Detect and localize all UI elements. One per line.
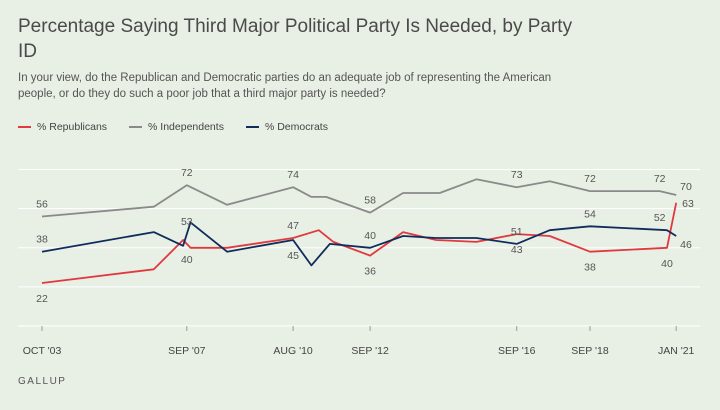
x-tick-label: JAN '21 — [658, 345, 695, 357]
chart-subtitle: In your view, do the Republican and Demo… — [18, 72, 552, 100]
series-line-democrats — [41, 221, 677, 267]
data-label-republicans: 63 — [682, 198, 694, 210]
data-label-independents: 72 — [181, 167, 193, 179]
data-label-republicans: 43 — [511, 244, 523, 256]
data-label-republicans: 36 — [364, 266, 376, 278]
x-axis-ticks: OCT '03 SEP '07 AUG '10 SEP '12 SEP '16 SEP '… — [23, 326, 695, 357]
data-label-republicans: 22 — [36, 293, 48, 305]
legend-label-democrats: % Democrats — [264, 121, 328, 133]
x-tick-label: AUG '10 — [273, 345, 313, 357]
legend-item-independents: % Independents — [129, 121, 224, 133]
data-label-independents: 70 — [680, 181, 692, 193]
legend-item-democrats: % Democrats — [245, 121, 328, 133]
chart-grid — [18, 169, 700, 327]
data-label-democrats: 53 — [181, 216, 193, 228]
chart-title: Percentage Saying Third Major Political … — [18, 16, 573, 62]
data-label-independents: 56 — [36, 198, 48, 210]
data-label-republicans: 40 — [661, 258, 673, 270]
data-label-democrats: 51 — [511, 226, 523, 238]
data-label-democrats: 40 — [364, 230, 376, 242]
source-label: GALLUP — [18, 376, 67, 387]
data-label-democrats: 46 — [680, 239, 692, 251]
data-label-democrats: 52 — [654, 212, 666, 224]
legend-swatch-independents — [129, 126, 143, 128]
data-label-republicans: 38 — [584, 262, 596, 274]
series-line-republicans — [41, 202, 678, 284]
x-tick-label: OCT '03 — [23, 345, 62, 357]
data-labels: 22 40 47 36 43 38 40 63 56 72 74 58 73 72 72 70 38 53 45 40… — [36, 167, 694, 305]
x-tick-label: SEP '12 — [351, 345, 389, 357]
x-tick-label: SEP '16 — [498, 345, 536, 357]
data-label-republicans: 40 — [181, 254, 193, 266]
data-label-republicans: 47 — [287, 220, 299, 232]
data-label-democrats: 54 — [584, 208, 596, 220]
data-label-independents: 74 — [287, 169, 299, 181]
chart-legend: % Republicans % Independents % Democrats — [18, 121, 328, 133]
legend-swatch-republicans — [18, 126, 31, 128]
legend-label-independents: % Independents — [148, 121, 224, 133]
chart-series — [41, 178, 678, 284]
series-line-independents — [41, 178, 677, 218]
legend-item-republicans: % Republicans — [18, 121, 107, 133]
x-tick-label: SEP '07 — [168, 345, 206, 357]
data-label-independents: 72 — [654, 173, 666, 185]
x-tick-label: SEP '18 — [571, 345, 609, 357]
data-label-democrats: 38 — [36, 234, 48, 246]
data-label-independents: 58 — [364, 195, 376, 207]
legend-label-republicans: % Republicans — [37, 121, 108, 133]
data-label-independents: 72 — [584, 173, 596, 185]
legend-swatch-democrats — [245, 126, 259, 128]
data-label-democrats: 45 — [287, 250, 299, 262]
data-label-independents: 73 — [511, 169, 523, 181]
